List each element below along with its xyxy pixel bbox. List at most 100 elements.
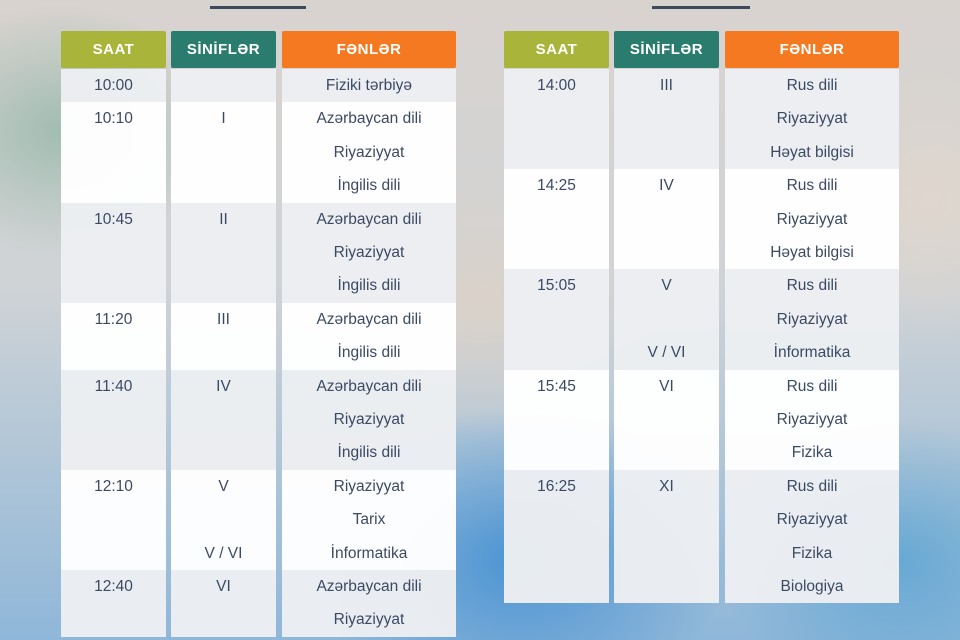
decorative-line: [652, 6, 750, 9]
subject-label: İngilis dili: [337, 177, 401, 195]
subjects-cell: Azərbaycan dili Riyaziyyat İngilis dili: [282, 102, 456, 203]
subjects-cell: Azərbaycan dili Riyaziyyat İngilis dili: [282, 202, 456, 303]
time-cell: 11:40: [61, 369, 166, 470]
time-label: 14:00: [537, 77, 576, 94]
time-label: 10:45: [94, 210, 133, 228]
time-cell: 10:45: [61, 202, 166, 303]
subject-label: Həyat bilgisi: [770, 243, 854, 261]
subject-label: Həyat bilgisi: [770, 143, 854, 161]
grade-label: VI: [659, 377, 674, 395]
grades-cell: [171, 69, 276, 103]
grade-label: V: [218, 477, 229, 495]
grade-label: XI: [659, 477, 674, 495]
time-cell: 10:00: [61, 69, 166, 103]
grades-cell: IV: [171, 369, 276, 470]
subject-label: Azərbaycan dili: [316, 377, 422, 395]
grade-label: I: [221, 110, 226, 128]
subject-label: Rus dili: [786, 77, 838, 94]
grades-cell: III: [614, 69, 719, 170]
subject-label: Riyaziyyat: [333, 243, 405, 261]
time-cell: 15:05: [504, 269, 609, 370]
subject-label: Riyaziyyat: [776, 110, 848, 128]
grades-cell: IV: [614, 169, 719, 270]
grades-cell: VI: [614, 369, 719, 470]
time-cell: 10:10: [61, 102, 166, 203]
subjects-header: FƏNLƏR: [282, 31, 456, 68]
subject-label: Biologiya: [780, 577, 844, 595]
grades-cell: VI: [171, 570, 276, 637]
subjects-cell: Rus dili Riyaziyyat Həyat bilgisi: [725, 69, 899, 170]
subject-label: Fizika: [791, 544, 833, 562]
grades-header: SİNİFLƏR: [171, 31, 276, 68]
subject-label: İngilis dili: [337, 344, 401, 362]
time-label: 12:40: [94, 578, 133, 595]
subject-label: Rus dili: [786, 377, 838, 395]
subject-label: Rus dili: [786, 477, 838, 495]
time-cell: 14:00: [504, 69, 609, 170]
grades-cell: XI: [614, 469, 719, 604]
subject-label: Fizika: [791, 444, 833, 462]
subjects-header: FƏNLƏR: [725, 31, 899, 68]
subject-label: Rus dili: [786, 277, 838, 295]
subjects-cell: Rus dili Riyaziyyat Fizika: [725, 369, 899, 470]
time-cell: 12:40: [61, 570, 166, 637]
subject-label: Azərbaycan dili: [316, 310, 422, 328]
time-label: 16:25: [537, 477, 576, 495]
subject-label: Riyaziyyat: [333, 611, 405, 629]
subject-label: Riyaziyyat: [333, 143, 405, 161]
time-label: 15:05: [537, 277, 576, 295]
subjects-cell: Azərbaycan dili Riyaziyyat: [282, 570, 456, 637]
time-cell: 14:25: [504, 169, 609, 270]
grade-label: V / VI: [647, 344, 686, 362]
subject-label: İnformatika: [773, 344, 851, 362]
subject-label: Azərbaycan dili: [316, 578, 422, 595]
time-cell: 15:45: [504, 369, 609, 470]
time-label: 11:40: [94, 377, 133, 395]
subject-label: Azərbaycan dili: [316, 110, 422, 128]
grade-label: III: [217, 310, 230, 328]
grade-label: VI: [216, 578, 231, 595]
subject-label: Riyaziyyat: [776, 511, 848, 529]
subject-label: Riyaziyyat: [776, 410, 848, 428]
subjects-cell: Azərbaycan dili Riyaziyyat İngilis dili: [282, 369, 456, 470]
grade-label: II: [219, 210, 228, 228]
grade-label: V / VI: [204, 544, 243, 562]
subjects-cell: Rus dili Riyaziyyat Fizika Biologiya: [725, 469, 899, 604]
subject-label: Azərbaycan dili: [316, 210, 422, 228]
grade-label: V: [661, 277, 672, 295]
time-label: 14:25: [537, 177, 576, 195]
subject-label: Riyaziyyat: [776, 310, 848, 328]
subject-label: Riyaziyyat: [776, 210, 848, 228]
time-label: 12:10: [94, 477, 133, 495]
grade-label: IV: [216, 377, 231, 395]
subjects-cell: Fiziki tərbiyə: [282, 69, 456, 103]
time-cell: 12:10: [61, 469, 166, 570]
time-header: SAAT: [504, 31, 609, 68]
grades-cell: V V / VI: [171, 469, 276, 570]
time-label: 10:10: [94, 110, 133, 128]
grades-cell: V V / VI: [614, 269, 719, 370]
subject-label: İngilis dili: [337, 277, 401, 295]
subject-label: İnformatika: [330, 544, 408, 562]
grades-cell: II: [171, 202, 276, 303]
subject-label: Tarix: [352, 511, 386, 529]
subjects-cell: Rus dili Riyaziyyat İnformatika: [725, 269, 899, 370]
subject-label: Rus dili: [786, 177, 838, 195]
subjects-cell: Riyaziyyat Tarix İnformatika: [282, 469, 456, 570]
grade-label: III: [660, 77, 673, 94]
time-label: 15:45: [537, 377, 576, 395]
subject-label: Fiziki tərbiyə: [325, 77, 413, 94]
grades-cell: III: [171, 302, 276, 370]
subject-label: Riyaziyyat: [333, 410, 405, 428]
decorative-line: [210, 6, 306, 9]
time-cell: 11:20: [61, 302, 166, 370]
subjects-cell: Rus dili Riyaziyyat Həyat bilgisi: [725, 169, 899, 270]
subject-label: İngilis dili: [337, 444, 401, 462]
grades-cell: I: [171, 102, 276, 203]
subject-label: Riyaziyyat: [333, 477, 405, 495]
time-label: 11:20: [94, 310, 133, 328]
time-label: 10:00: [94, 77, 133, 94]
time-cell: 16:25: [504, 469, 609, 604]
time-header: SAAT: [61, 31, 166, 68]
